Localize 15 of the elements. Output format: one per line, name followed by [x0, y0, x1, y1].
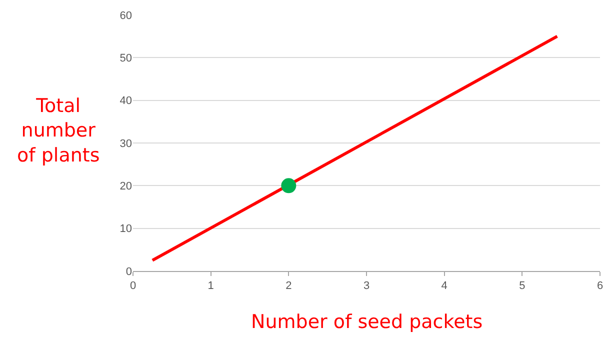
x-axis-title: Number of seed packets: [251, 311, 483, 333]
x-tick-label: 2: [286, 280, 292, 292]
x-tick-label: 6: [596, 280, 604, 292]
y-tick-label: 30: [120, 138, 132, 150]
y-tick-label: 20: [120, 180, 132, 193]
x-tick-label: 4: [441, 280, 448, 292]
y-tick-label: 0: [126, 266, 132, 278]
y-axis-title: Total number of plants: [17, 95, 100, 166]
y-tick-label: 10: [120, 223, 132, 236]
y-tick-label: 40: [120, 95, 132, 108]
x-tick-label: 1: [208, 280, 214, 292]
y-tick-label: 50: [120, 52, 132, 65]
x-tick-label: 5: [519, 280, 526, 292]
x-tick-label: 3: [363, 280, 370, 292]
y-tick-label: 60: [120, 10, 132, 22]
